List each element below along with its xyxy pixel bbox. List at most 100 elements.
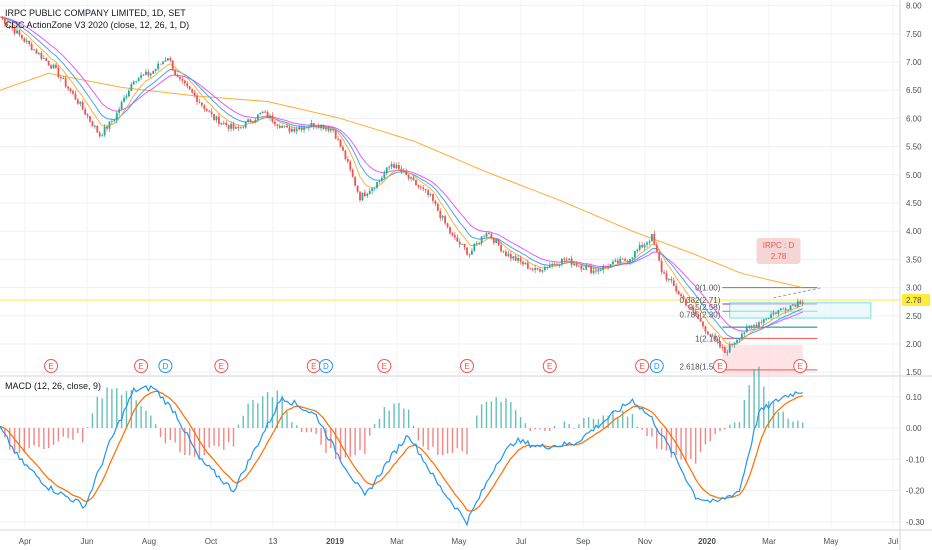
macd-bar: [738, 421, 741, 428]
candle-body: [728, 344, 731, 353]
candle-body: [480, 236, 483, 244]
candle-body: [354, 176, 357, 186]
candle-body: [422, 187, 425, 190]
candle-body: [595, 270, 597, 272]
macd-bar: [145, 410, 147, 428]
candle-body: [604, 265, 607, 267]
candle-body: [565, 259, 568, 261]
candle-body: [67, 86, 70, 89]
candle-body: [390, 164, 393, 167]
candle-body: [478, 243, 481, 244]
candle-body: [602, 265, 605, 271]
marker-d: [318, 359, 333, 373]
candle-body: [300, 127, 303, 130]
marker-label: E: [464, 362, 469, 371]
marker-e: [793, 359, 808, 373]
candle-body: [40, 52, 43, 59]
macd-bar: [72, 428, 74, 440]
candle-body: [458, 241, 461, 245]
candle-body: [434, 200, 437, 204]
macd-bar: [719, 428, 721, 432]
candle-body: [363, 192, 366, 196]
macd-signal-line: [0, 390, 803, 512]
candle-body: [675, 286, 678, 292]
candle-body: [16, 30, 18, 34]
candle-body: [512, 256, 515, 259]
candle-body: [276, 124, 279, 126]
candle-body: [777, 310, 780, 314]
macd-bar: [208, 428, 210, 448]
macd-bar: [704, 428, 707, 445]
candle-body: [23, 38, 26, 42]
time-tick: Jun: [81, 537, 94, 546]
candle-body: [621, 258, 624, 260]
candle-body: [451, 233, 454, 236]
candle-body: [519, 258, 522, 262]
macd-bar: [378, 418, 381, 428]
marker-e: [44, 359, 59, 373]
marker-label: D: [323, 362, 329, 371]
candle-body: [633, 251, 636, 258]
candle-body: [575, 263, 578, 266]
macd-bar: [57, 428, 60, 442]
candle-body: [169, 58, 172, 61]
candle-body: [101, 135, 104, 137]
candle-body: [466, 247, 468, 255]
time-tick: 13: [269, 537, 278, 546]
candle-body: [93, 125, 96, 127]
macd-tick: -0.10: [906, 455, 925, 464]
candle-body: [539, 269, 541, 272]
candle-body: [427, 190, 430, 195]
macd-bar: [154, 424, 157, 428]
fib-label: 1(2.10): [695, 334, 721, 343]
candle-body: [692, 307, 695, 311]
candle-body: [164, 60, 167, 62]
time-tick: Jul: [516, 537, 526, 546]
price-tick: 7.00: [906, 58, 922, 67]
marker-label: D: [163, 362, 169, 371]
macd-bar: [524, 423, 527, 428]
macd-bar: [490, 401, 493, 428]
candle-body: [456, 237, 459, 242]
candle-body: [145, 71, 147, 75]
candle-body: [398, 165, 400, 169]
candle-body: [531, 268, 534, 270]
candle-body: [242, 126, 245, 128]
candle-body: [215, 116, 218, 120]
candle-body: [483, 236, 485, 238]
candle-body: [273, 121, 276, 125]
candle-body: [587, 266, 590, 268]
candle-body: [130, 84, 133, 91]
macd-bar: [13, 428, 16, 453]
macd-bar: [792, 421, 794, 428]
macd-bar: [519, 417, 522, 428]
candle-body: [346, 158, 349, 162]
marker-e: [377, 359, 392, 373]
macd-bar: [485, 401, 488, 428]
candle-body: [677, 291, 680, 295]
candle-body: [636, 249, 639, 252]
macd-bar: [573, 428, 575, 429]
candle-body: [641, 244, 644, 248]
macd-bar: [612, 410, 614, 428]
macd-line: [0, 384, 803, 527]
candle-body: [368, 191, 371, 194]
candle-body: [767, 317, 770, 319]
candle-body: [590, 266, 592, 273]
macd-bar: [626, 416, 629, 428]
time-tick: Jul: [888, 537, 898, 546]
candle-body: [13, 28, 16, 34]
candle-body: [697, 315, 700, 319]
macd-bar: [86, 427, 89, 428]
macd-bar: [466, 428, 468, 455]
marker-label: E: [48, 362, 53, 371]
candle-body: [55, 64, 57, 68]
candle-body: [344, 150, 347, 159]
macd-bar: [18, 428, 21, 454]
macd-bar: [529, 428, 531, 432]
macd-bar: [578, 424, 580, 428]
macd-bar: [242, 415, 244, 428]
candle-body: [157, 63, 160, 69]
candle-body: [6, 24, 9, 26]
